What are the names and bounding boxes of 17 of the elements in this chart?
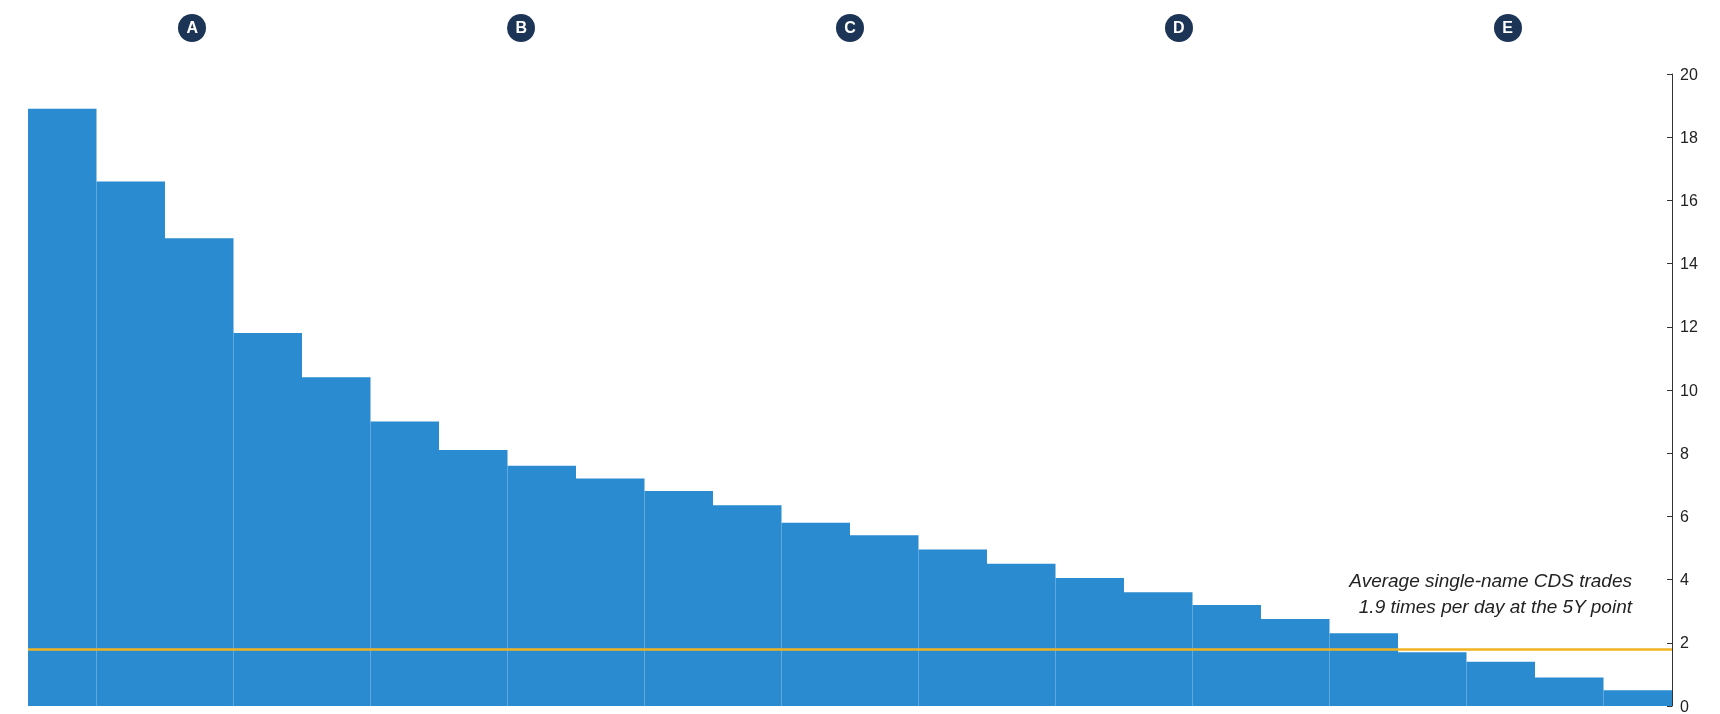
y-tick-label: 6 (1680, 507, 1689, 525)
y-tick-label: 4 (1680, 571, 1689, 589)
y-tick-label: 8 (1680, 444, 1689, 462)
ref-line-label: Average single-name CDS trades 1.9 times per day at the 5Y point (1348, 569, 1633, 617)
y-tick-label: 2 (1680, 634, 1689, 652)
text: B (507, 14, 536, 42)
y-tick-label: 18 (1680, 128, 1698, 146)
text: E (1493, 14, 1522, 42)
y-tick-label: 20 (1680, 65, 1698, 83)
y-tick-label: 14 (1680, 255, 1698, 273)
y-tick-label: 0 (1680, 697, 1689, 714)
y-tick-label: 16 (1680, 191, 1698, 209)
y-tick-label: 10 (1680, 381, 1698, 399)
text: C (835, 14, 864, 42)
text: A (178, 14, 207, 42)
y-tick-label: 12 (1680, 318, 1698, 336)
text: D (1164, 14, 1193, 42)
